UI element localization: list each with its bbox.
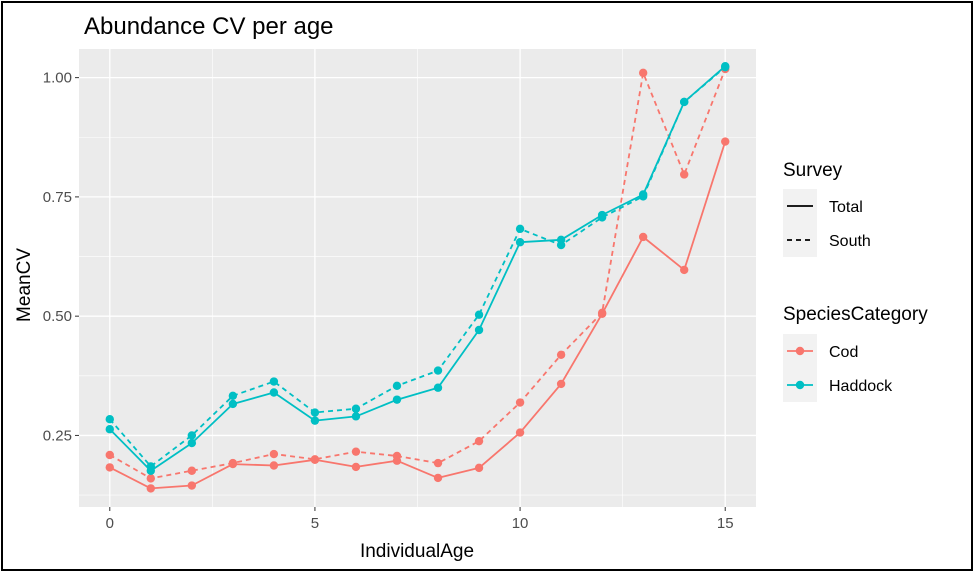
data-point	[228, 399, 238, 409]
data-point	[310, 455, 320, 464]
data-point	[721, 62, 730, 72]
series-line	[109, 65, 726, 472]
data-point	[433, 458, 443, 468]
data-point	[351, 404, 361, 413]
data-point	[105, 463, 114, 472]
data-point	[474, 310, 484, 319]
y-axis-title: MeanCV	[14, 248, 35, 322]
data-point	[433, 473, 443, 483]
legend-label: Total	[829, 199, 863, 216]
data-point	[187, 481, 197, 490]
legend-title-species: SpeciesCategory	[783, 304, 928, 325]
data-point	[474, 325, 484, 335]
data-point	[105, 450, 114, 460]
data-point	[721, 137, 730, 146]
y-tick-label: 0.25	[43, 427, 72, 444]
data-point	[433, 383, 443, 392]
x-tick-label: 15	[717, 515, 734, 532]
data-point	[310, 416, 320, 425]
data-point	[556, 379, 566, 389]
data-point	[515, 224, 525, 234]
data-point	[105, 415, 114, 424]
y-tick-label: 1.00	[43, 70, 72, 87]
series-line	[109, 141, 727, 490]
data-point	[433, 366, 443, 375]
data-point	[146, 474, 156, 483]
data-point	[269, 461, 279, 470]
legend-key-point	[795, 346, 805, 356]
x-tick-label: 10	[512, 515, 529, 532]
data-point	[146, 462, 156, 471]
legend-label: Haddock	[829, 378, 893, 395]
x-tick-label: 5	[311, 515, 319, 532]
legend-title-survey: Survey	[783, 160, 843, 181]
legend-label: South	[829, 233, 871, 250]
legend-label: Cod	[829, 344, 858, 361]
data-point	[351, 462, 361, 472]
data-point	[556, 240, 566, 250]
data-point	[515, 428, 525, 437]
data-point	[474, 436, 484, 446]
data-point	[638, 68, 648, 78]
data-point	[269, 377, 279, 386]
data-point	[515, 398, 525, 407]
chart-title: Abundance CV per age	[84, 13, 334, 40]
data-point	[679, 265, 689, 275]
data-point	[392, 381, 402, 391]
series-layer	[105, 61, 730, 493]
data-point	[515, 238, 525, 247]
data-point	[228, 391, 238, 401]
data-point	[187, 431, 197, 440]
x-axis-title: IndividualAge	[360, 541, 474, 562]
y-tick-label: 0.75	[43, 189, 72, 206]
data-point	[597, 213, 607, 222]
data-point	[269, 449, 279, 459]
data-point	[146, 484, 156, 493]
data-point	[597, 308, 607, 318]
data-point	[269, 388, 279, 397]
data-point	[556, 350, 566, 360]
data-point	[228, 458, 238, 468]
data-point	[187, 466, 197, 475]
data-point	[310, 408, 320, 417]
data-point	[187, 438, 197, 448]
x-axis: 0 5 10 15	[106, 507, 734, 532]
data-point	[679, 170, 689, 179]
data-point	[392, 395, 402, 404]
series-line	[109, 68, 727, 480]
series-haddock-south	[105, 62, 730, 471]
y-axis: 0.25 0.50 0.75 1.00	[43, 70, 79, 444]
x-tick-label: 0	[106, 515, 114, 532]
grid-minor	[79, 49, 756, 507]
data-point	[351, 447, 361, 456]
data-point	[474, 463, 484, 473]
data-point	[105, 425, 114, 434]
data-point	[638, 192, 648, 201]
legends: Survey Total South SpeciesCategory Cod Haddoc…	[783, 160, 928, 402]
legend-key-point	[795, 380, 805, 390]
data-point	[679, 97, 689, 107]
data-point	[351, 412, 361, 421]
y-tick-label: 0.50	[43, 308, 72, 325]
series-line	[109, 66, 726, 468]
data-point	[392, 451, 402, 461]
data-point	[638, 232, 648, 242]
